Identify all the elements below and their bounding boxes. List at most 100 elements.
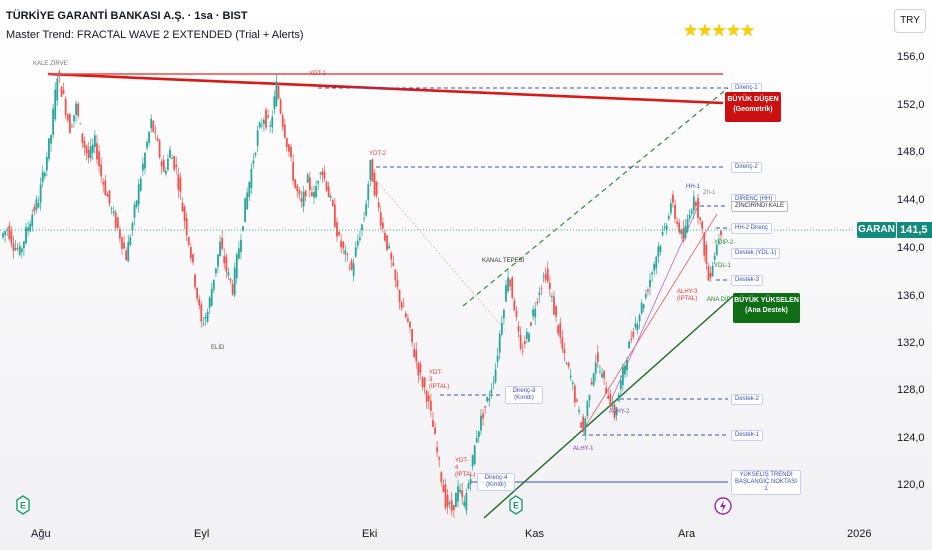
candle-body [233,267,236,296]
candle-body [127,241,130,262]
candle-body [327,186,330,198]
candle-body [258,122,261,128]
candle-body [379,212,382,226]
currency-button[interactable]: TRY [894,9,926,33]
earnings-icon[interactable]: E [509,495,523,515]
candle-body [273,96,276,110]
candle-body [417,362,420,376]
candle-body [91,144,94,153]
candle-body [371,159,374,182]
dividend-icon[interactable] [714,497,732,515]
candle-body [511,277,514,299]
candle-body [43,172,46,177]
candle-body [252,160,255,164]
candle-body [601,373,603,378]
chart-title: TÜRKİYE GARANTİ BANKASI A.Ş. · 1sa · BIS… [6,10,248,22]
last-price-tag: 141,5 [897,222,932,238]
rating-stars: ★★★★★ [683,21,755,40]
candle-body [444,484,447,509]
svg-text:E: E [513,501,519,511]
candle-body [632,331,635,337]
candle-body [152,120,155,132]
candle-body [350,260,353,270]
candle-body [41,172,44,183]
candle-body [162,159,165,172]
candle-body [68,114,71,134]
candle-body [283,124,286,138]
candle-body [703,232,706,256]
candle-body [365,203,368,216]
candle-body [348,267,351,269]
hh1-label: HH-1 [686,184,701,190]
ana-dip-label: ANA DİP [707,297,731,303]
candle-body [394,269,397,280]
candle-body [477,431,480,438]
candle-body [135,200,138,207]
candle-body [427,395,430,402]
candle-body [54,89,57,120]
indicator-title[interactable]: Master Trend: FRACTAL WAVE 2 EXTENDED (T… [6,29,304,41]
candle-body [573,385,576,403]
candle-body [302,192,305,207]
candle-body [10,230,13,244]
y-tick: 152,0 [897,99,925,111]
candle-body [85,145,88,154]
candle-body [336,222,338,237]
candle-body [400,302,403,309]
x-tick: Ara [678,528,696,540]
big-down-trendline [47,72,724,105]
candle-body [369,159,372,180]
candle-body [317,181,320,184]
candle-body [425,391,428,402]
candle-body [676,221,679,224]
symbol-tag: GARAN [857,222,896,238]
candle-body [196,287,199,299]
candle-body [141,163,144,171]
candle-body [436,447,439,453]
candle-body [469,479,472,485]
candle-body [672,194,674,203]
x-tick: Kas [525,528,544,540]
candle-body [484,405,487,408]
candle-body [644,294,647,298]
candle-body [112,211,115,214]
candle-body [144,153,146,169]
candle-body [513,300,516,311]
candle-body [217,254,219,267]
candle-body [158,140,161,158]
candle-body [594,362,597,374]
candle-body [269,125,272,127]
candle-body [160,161,163,167]
y-tick: 132,0 [897,337,925,349]
candle-body [690,210,693,214]
candle-body [87,149,90,158]
candle-body [507,277,509,292]
candle-body [381,222,384,229]
candle-body [164,171,167,174]
candle-body [93,135,96,147]
candle-body [624,365,626,375]
candle-body [221,237,224,249]
candle-body [288,144,290,152]
earnings-icon[interactable]: E [16,495,30,515]
candle-body [31,214,34,227]
candle-body [321,171,324,176]
candle-body [519,334,522,349]
candle-body [206,312,209,322]
ydt1-label: YDT-1 [309,71,327,77]
y-tick: 120,0 [897,479,925,491]
candle-body [442,485,445,493]
candle-body [490,389,493,394]
candle-body [621,366,624,386]
x-tick: Eki [362,528,378,540]
candle-body [210,288,213,306]
candle-body [344,250,347,255]
candle-body [642,304,645,309]
candle-body [52,108,55,135]
candle-body [695,201,697,207]
candle-body [461,490,464,497]
candle-body [263,119,265,124]
candle-body [248,181,251,197]
